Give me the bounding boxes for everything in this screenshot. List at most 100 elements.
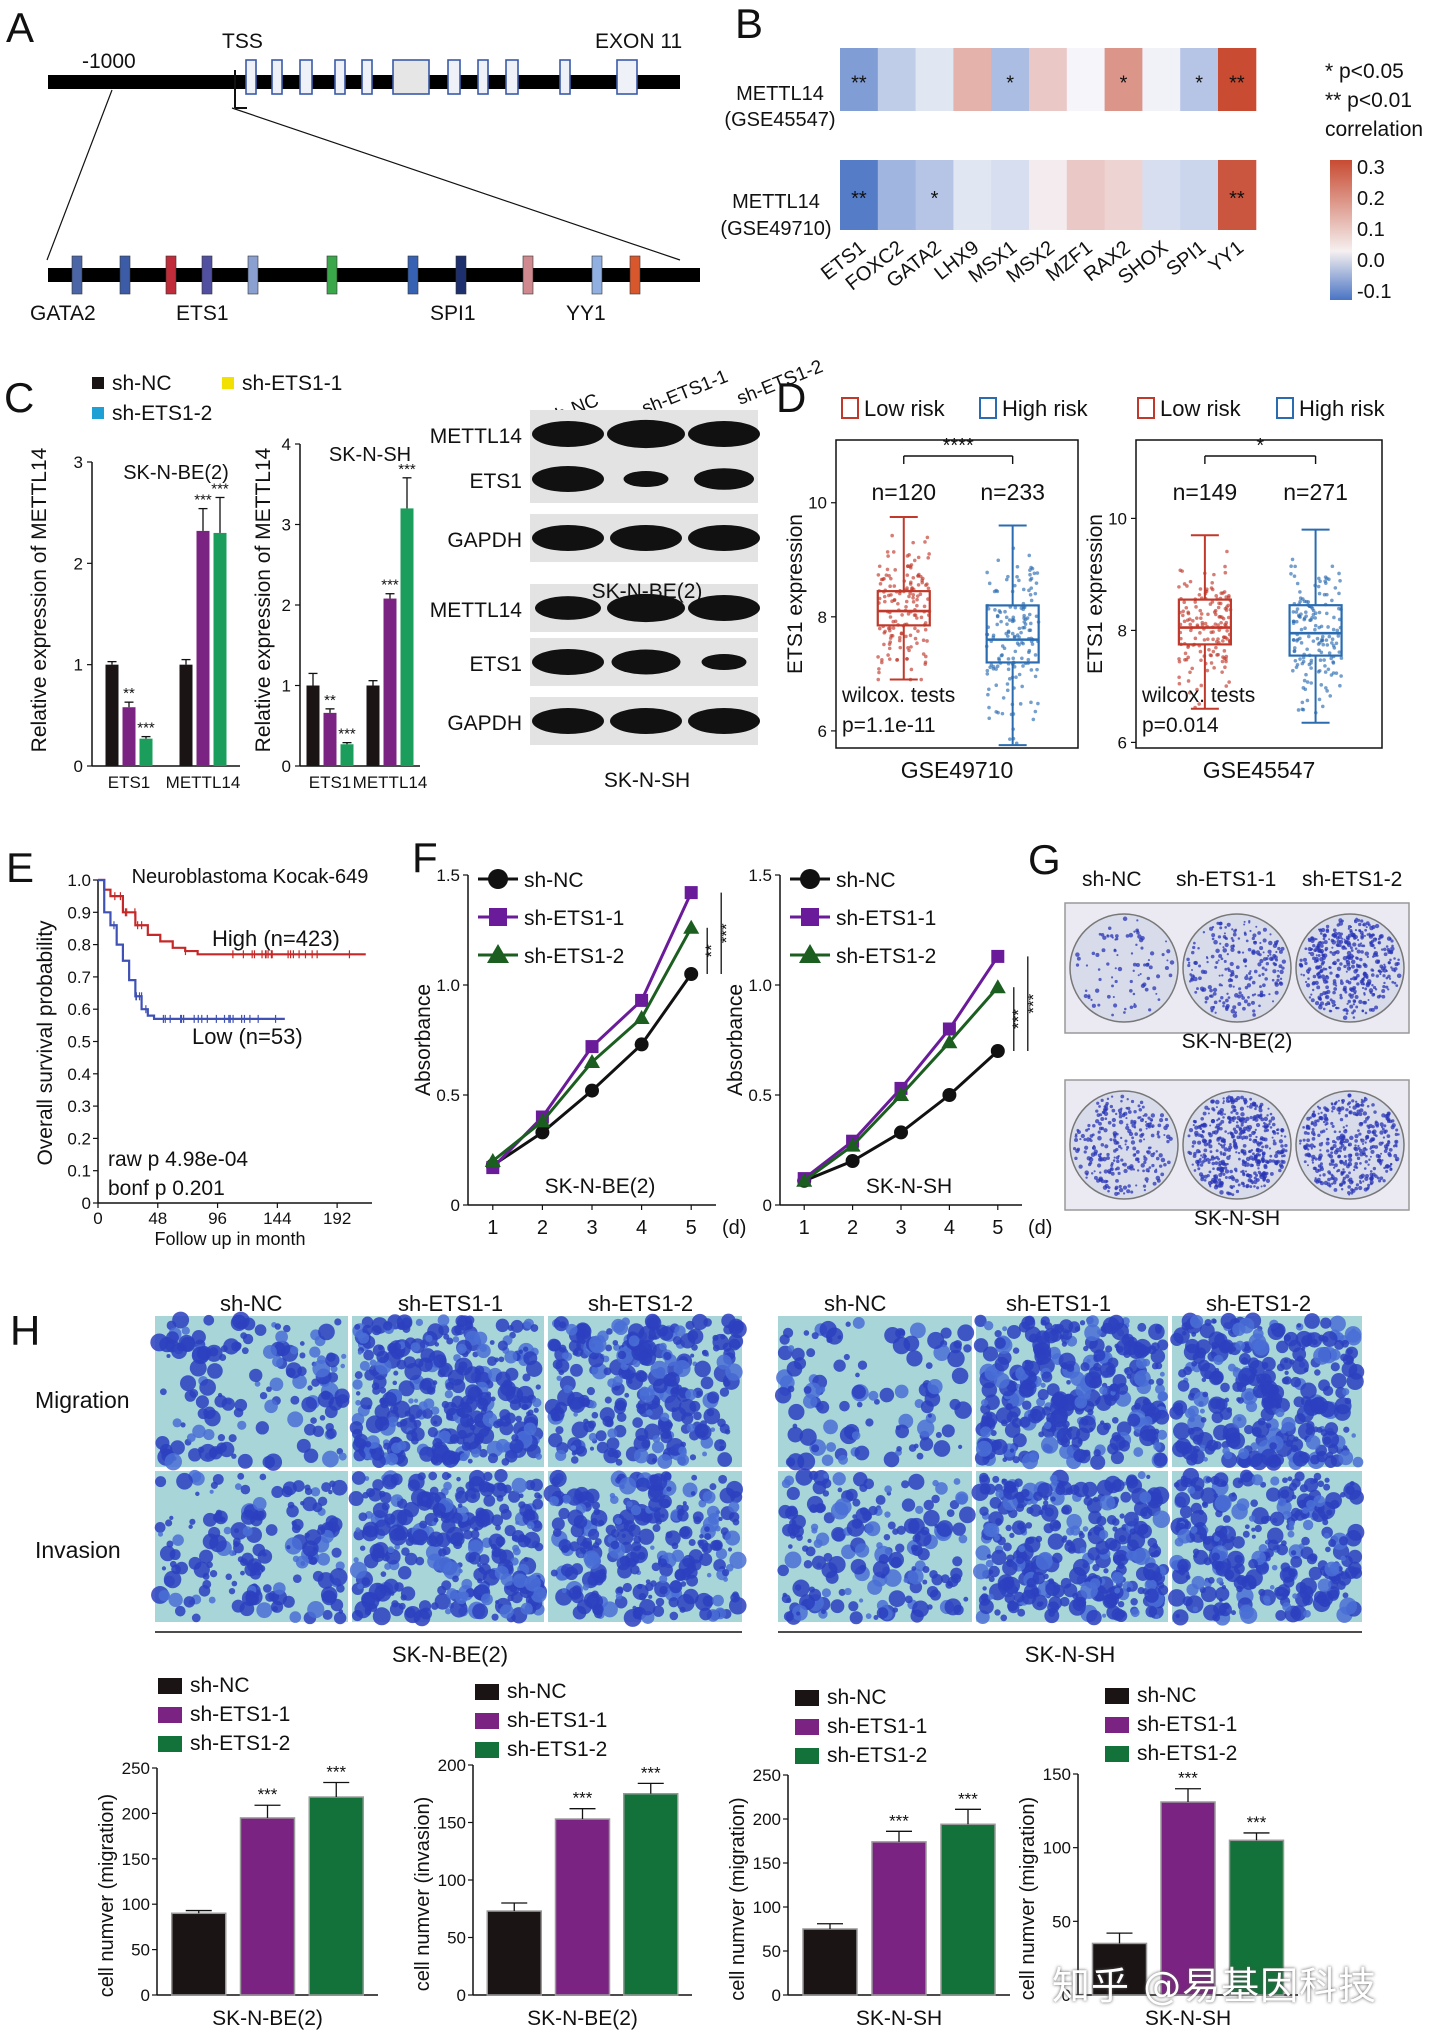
stained-cell: [292, 1574, 302, 1583]
stained-cell: [909, 1322, 926, 1339]
jitter-point: [1331, 643, 1336, 648]
colony: [1246, 1002, 1251, 1007]
stained-cell: [189, 1518, 196, 1525]
colony: [1111, 1117, 1117, 1123]
y-tick-label: 8: [818, 608, 827, 627]
colony: [1238, 1126, 1242, 1131]
stained-cell: [607, 1428, 618, 1439]
blot-band: [607, 593, 685, 623]
colony: [1233, 1145, 1239, 1150]
position-label: -1000: [82, 50, 136, 73]
stained-cell: [1293, 1396, 1305, 1408]
colony: [1360, 1138, 1363, 1141]
colony: [1230, 972, 1235, 977]
colorbar-tick: 0.3: [1357, 157, 1385, 179]
jitter-point: [1030, 566, 1035, 571]
stained-cell: [225, 1573, 232, 1581]
jitter-point: [1307, 662, 1312, 667]
colony: [1350, 1180, 1354, 1184]
stained-cell: [348, 1491, 364, 1507]
jitter-point: [1007, 677, 1012, 681]
stained-cell: [203, 1512, 217, 1527]
stained-cell: [823, 1419, 838, 1435]
jitter-point: [1206, 637, 1210, 641]
heat-cell: [1104, 48, 1143, 111]
stained-cell: [434, 1342, 440, 1347]
colony: [1218, 954, 1223, 959]
stained-cell: [712, 1334, 719, 1342]
jitter-point: [913, 613, 918, 617]
colony: [1336, 1135, 1341, 1141]
colony: [1085, 1137, 1091, 1142]
jitter-point: [1182, 600, 1187, 604]
colony: [1339, 993, 1343, 997]
stained-cell: [1177, 1380, 1190, 1392]
stained-cell: [1318, 1379, 1330, 1392]
colony: [1386, 1134, 1391, 1139]
colony: [1359, 1162, 1362, 1165]
jitter-point: [886, 554, 890, 558]
colony: [1323, 1113, 1328, 1118]
colony: [1118, 1114, 1123, 1119]
heat-cell: [840, 48, 879, 111]
colony: [1339, 1183, 1343, 1187]
stained-cell: [505, 1584, 511, 1590]
stained-cell: [507, 1490, 521, 1503]
jitter-point: [1325, 576, 1329, 581]
series-line: [491, 891, 693, 1169]
y-tick-label: 0: [451, 1196, 460, 1215]
stained-cell: [464, 1321, 474, 1330]
colony: [1306, 1138, 1311, 1143]
sig-star: ***: [137, 720, 155, 737]
stained-cell: [1187, 1414, 1205, 1432]
colony: [1322, 1007, 1326, 1011]
colony: [1363, 1167, 1367, 1170]
stained-cell: [1316, 1426, 1323, 1433]
stained-cell: [1310, 1396, 1329, 1415]
colony: [1150, 1133, 1155, 1138]
stained-cell: [1021, 1400, 1032, 1410]
jitter-point: [1186, 611, 1191, 616]
jitter-point: [1317, 668, 1322, 673]
stained-cell: [1153, 1452, 1168, 1467]
jitter-point: [886, 653, 890, 657]
stained-cell: [991, 1439, 1008, 1456]
colony: [1210, 1099, 1215, 1104]
colony: [1234, 1011, 1238, 1014]
colony: [1163, 1125, 1168, 1131]
jitter-point: [1198, 587, 1203, 591]
stained-cell: [1133, 1447, 1144, 1458]
stained-cell: [312, 1570, 324, 1582]
jitter-point: [1177, 659, 1182, 664]
colony: [1118, 1119, 1124, 1125]
legend-label: sh-ETS1-1: [242, 372, 342, 395]
chart-title: SK-N-SH: [329, 444, 411, 466]
colony: [1107, 1120, 1112, 1125]
stained-cell: [437, 1314, 450, 1327]
stained-cell: [521, 1403, 529, 1411]
stained-cell: [479, 1482, 495, 1497]
stained-cell: [680, 1441, 687, 1448]
stained-cell: [338, 1452, 347, 1461]
stained-cell: [693, 1411, 702, 1421]
stained-cell: [672, 1336, 682, 1345]
colony: [1373, 951, 1379, 956]
stained-cell: [1342, 1445, 1348, 1451]
stained-cell: [1314, 1369, 1321, 1376]
colony: [1355, 1005, 1359, 1009]
stained-cell: [380, 1571, 387, 1577]
colony: [1283, 1135, 1287, 1138]
point: [484, 1153, 501, 1167]
binding-site: [201, 255, 213, 295]
stained-cell: [1123, 1334, 1130, 1341]
jitter-point: [1311, 639, 1316, 643]
colony: [1216, 921, 1220, 925]
stained-cell: [499, 1503, 510, 1514]
stained-cell: [1084, 1393, 1091, 1400]
jitter-point: [1325, 689, 1329, 693]
colony: [1321, 956, 1326, 961]
colony: [1240, 1148, 1244, 1153]
x-unit: (d): [722, 1217, 746, 1239]
colony: [1233, 1108, 1237, 1112]
colony: [1253, 969, 1258, 974]
